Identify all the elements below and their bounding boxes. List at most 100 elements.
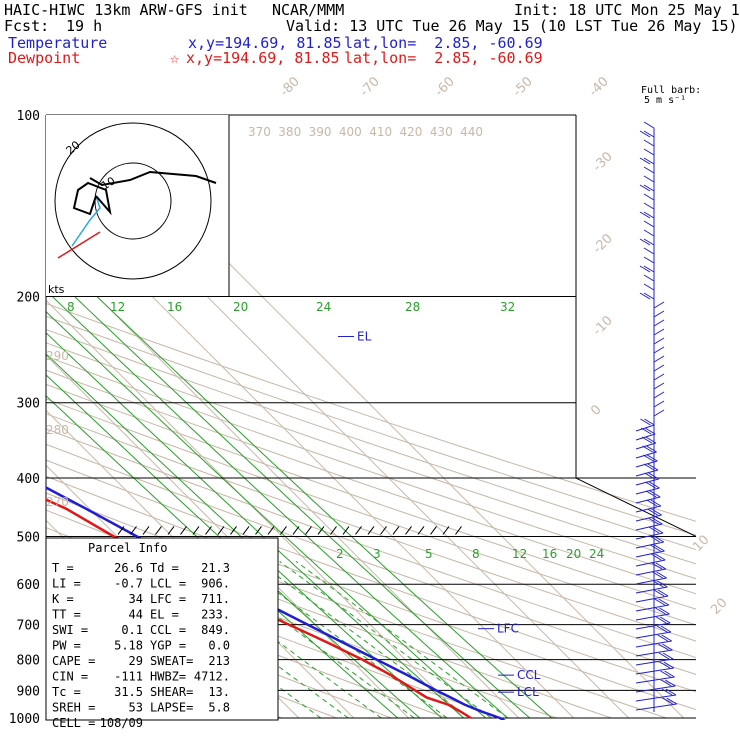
freezing-hash-mark bbox=[405, 526, 412, 535]
moist-adiabat-label: 12 bbox=[110, 300, 125, 314]
pressure-tick-label: 400 bbox=[17, 472, 40, 487]
wind-barb-icon bbox=[639, 292, 655, 300]
wind-barb-icon bbox=[635, 652, 674, 666]
parcel-info-cell: SREH = bbox=[52, 701, 95, 715]
freezing-hash-mark bbox=[192, 526, 200, 535]
parcel-info-cell: K = bbox=[52, 592, 74, 606]
isotherm-label: -70 bbox=[357, 74, 383, 100]
parcel-info-cell: -111 bbox=[114, 670, 143, 684]
theta-label: 430 bbox=[430, 125, 453, 139]
wind-barb-icon bbox=[643, 193, 655, 201]
isotherm-label: -60 bbox=[432, 74, 458, 100]
theta-label: 370 bbox=[248, 125, 271, 139]
pressure-tick-label: 600 bbox=[17, 578, 40, 593]
temperature-surface-tick bbox=[499, 716, 506, 720]
parcel-info-cell: 4712. bbox=[194, 670, 230, 684]
parcel-info-cell: 34 bbox=[129, 592, 143, 606]
hodograph-units-label: kts bbox=[48, 283, 65, 296]
parcel-info-cell: 233. bbox=[201, 608, 230, 622]
theta-label: 380 bbox=[278, 125, 301, 139]
dry-adiabat-line bbox=[46, 563, 447, 719]
dewpoint-marker-icon: ☆ bbox=[170, 49, 180, 67]
freezing-hash-mark bbox=[155, 526, 162, 535]
init-time: Init: 18 UTC Mon 25 May 15 bbox=[514, 1, 740, 19]
freezing-hash-mark bbox=[205, 526, 212, 535]
mixing-ratio-label: 16 bbox=[542, 547, 557, 561]
pressure-tick-label: 100 bbox=[17, 109, 40, 124]
hodograph-panel bbox=[46, 115, 229, 296]
wind-barb-icon bbox=[635, 670, 675, 684]
pressure-tick-label: 1000 bbox=[9, 712, 40, 727]
wind-barb-icon bbox=[635, 697, 677, 711]
hodograph-upper-trace bbox=[72, 170, 217, 216]
parcel-info-cell: 5.18 bbox=[114, 639, 143, 653]
mixing-ratio-label: 5 bbox=[425, 547, 433, 561]
theta-label: 400 bbox=[339, 125, 362, 139]
parcel-info-cell: LFC = bbox=[150, 592, 186, 606]
wind-barb-icon bbox=[653, 328, 665, 336]
wind-barb-icon bbox=[635, 580, 668, 594]
fcst-value: 19 h bbox=[66, 17, 103, 35]
theta-label: 420 bbox=[400, 125, 423, 139]
parcel-info-cell: LI = bbox=[52, 577, 81, 591]
mixing-ratio-line bbox=[295, 561, 508, 719]
parcel-info-cell: 44 bbox=[129, 608, 143, 622]
dry-adiabat-line bbox=[46, 443, 696, 675]
theta-label: 410 bbox=[369, 125, 392, 139]
barb-title: Full barb: bbox=[641, 85, 702, 96]
isotherm-line bbox=[46, 354, 410, 719]
parcel-info-cell: 0.0 bbox=[208, 639, 230, 653]
wind-barb-icon bbox=[643, 202, 655, 210]
wind-barb-icon bbox=[643, 274, 655, 282]
wind-barb-icon bbox=[639, 157, 655, 165]
freezing-hash-mark bbox=[317, 526, 325, 535]
wind-barb-icon bbox=[635, 445, 657, 459]
isotherm-label: -30 bbox=[590, 149, 616, 175]
wind-barbs bbox=[635, 121, 677, 712]
parcel-info-cell: PW = bbox=[52, 639, 81, 653]
mixing-ratio-label: 20 bbox=[566, 547, 581, 561]
pressure-tick-label: 300 bbox=[17, 397, 40, 412]
wind-barb-icon bbox=[635, 598, 670, 612]
wind-barb-icon bbox=[639, 238, 655, 246]
parcel-info-cell: YGP = bbox=[150, 639, 186, 653]
wind-barb-icon bbox=[635, 679, 676, 693]
mixing-ratio-label: 24 bbox=[589, 547, 604, 561]
wind-barb-icon bbox=[635, 427, 656, 441]
dewpoint-xy: x,y=194.69, 81.85 bbox=[186, 49, 340, 67]
wind-barb-icon bbox=[643, 247, 655, 255]
barb-units: 5 m s⁻¹ bbox=[644, 95, 687, 106]
temperature-xy: x,y=194.69, 81.85 bbox=[188, 34, 342, 52]
wind-barb-icon bbox=[653, 382, 665, 390]
parcel-info-cell: SWI = bbox=[52, 623, 88, 637]
parcel-info-cell: LCL = bbox=[150, 577, 186, 591]
freezing-hash-mark bbox=[417, 526, 425, 535]
freezing-hash-mark bbox=[330, 526, 337, 535]
parcel-info-cell: T = bbox=[52, 561, 74, 575]
theta-low-label: 290 bbox=[46, 349, 69, 363]
wind-barb-icon bbox=[643, 121, 655, 129]
wind-barb-icon bbox=[643, 175, 655, 183]
wind-barb-icon bbox=[639, 265, 655, 273]
wind-barb-icon bbox=[653, 346, 665, 354]
isotherm-label: -80 bbox=[277, 74, 303, 100]
wind-barb-icon bbox=[639, 130, 655, 138]
dry-adiabat-line bbox=[46, 459, 696, 693]
mixing-ratio-label: 3 bbox=[373, 547, 381, 561]
dry-adiabat-line bbox=[46, 413, 696, 642]
moist-adiabat-label: 16 bbox=[167, 300, 182, 314]
dry-adiabat-line bbox=[46, 369, 696, 595]
org-label: NCAR/MMM bbox=[272, 1, 345, 19]
parcel-info-table: Parcel Info T = 26.6 Td = 21.3 LI = -0.7 LCL = 9… bbox=[45, 537, 279, 730]
isotherm-label: -10 bbox=[590, 313, 616, 339]
wind-barb-icon bbox=[653, 319, 665, 327]
parcel-info-cell: CELL = bbox=[52, 716, 95, 730]
parcel-info-cell: SHEAR= bbox=[150, 685, 193, 699]
wind-barb-icon bbox=[653, 373, 665, 381]
moist-adiabat-label: 20 bbox=[233, 300, 248, 314]
dry-adiabat-line bbox=[46, 302, 696, 522]
pressure-tick-label: 500 bbox=[17, 530, 40, 545]
wind-barb-icon bbox=[653, 391, 665, 399]
wind-barb-icon bbox=[635, 616, 671, 630]
freezing-hash-mark bbox=[180, 526, 187, 535]
